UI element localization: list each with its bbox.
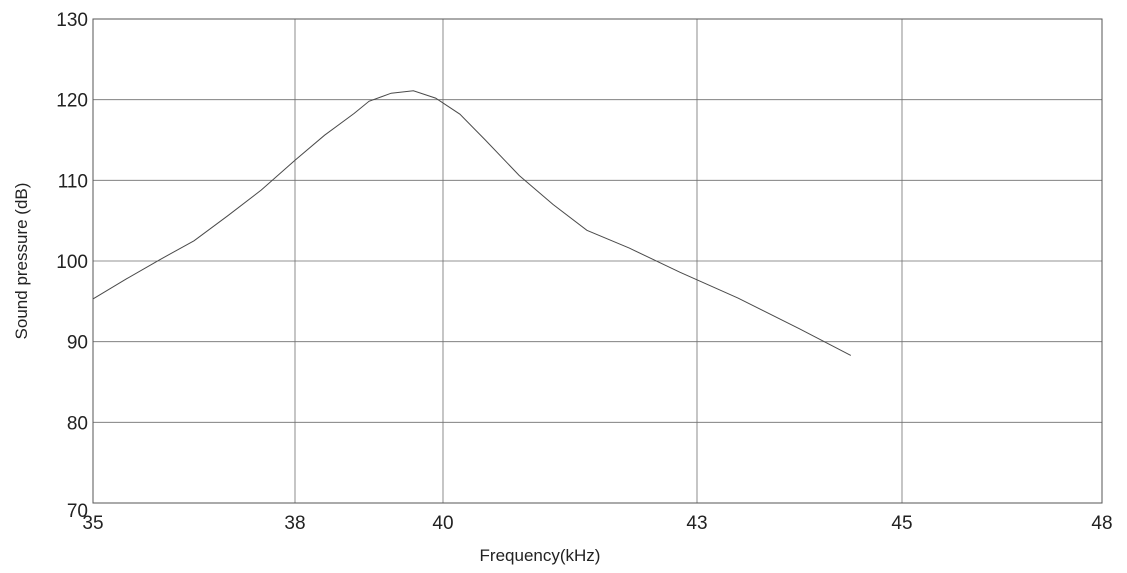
y-tick-label: 130 bbox=[56, 10, 88, 31]
series-layer bbox=[92, 90, 852, 356]
x-tick-label: 40 bbox=[432, 513, 453, 534]
y-tick-label: 100 bbox=[56, 252, 88, 273]
x-tick-label: 38 bbox=[284, 513, 305, 534]
plot-frame bbox=[92, 18, 1103, 504]
x-tick-label: 48 bbox=[1091, 513, 1112, 534]
x-tick-labels: 35 38 40 43 45 48 bbox=[82, 513, 1112, 534]
y-tick-label: 90 bbox=[67, 333, 88, 354]
y-tick-labels: 70 80 90 100 110 120 130 bbox=[56, 10, 88, 522]
x-axis-label: Frequency(kHz) bbox=[480, 546, 601, 565]
x-tick-label: 43 bbox=[686, 513, 707, 534]
grid bbox=[93, 19, 1102, 503]
x-tick-label: 45 bbox=[891, 513, 912, 534]
series-line bbox=[92, 90, 852, 356]
y-tick-label: 80 bbox=[67, 413, 88, 434]
y-tick-label: 110 bbox=[58, 171, 88, 192]
y-tick-label: 70 bbox=[67, 501, 88, 522]
x-tick-label: 35 bbox=[82, 513, 103, 534]
y-axis-label: Sound pressure (dB) bbox=[12, 183, 31, 340]
y-tick-label: 120 bbox=[56, 91, 88, 112]
